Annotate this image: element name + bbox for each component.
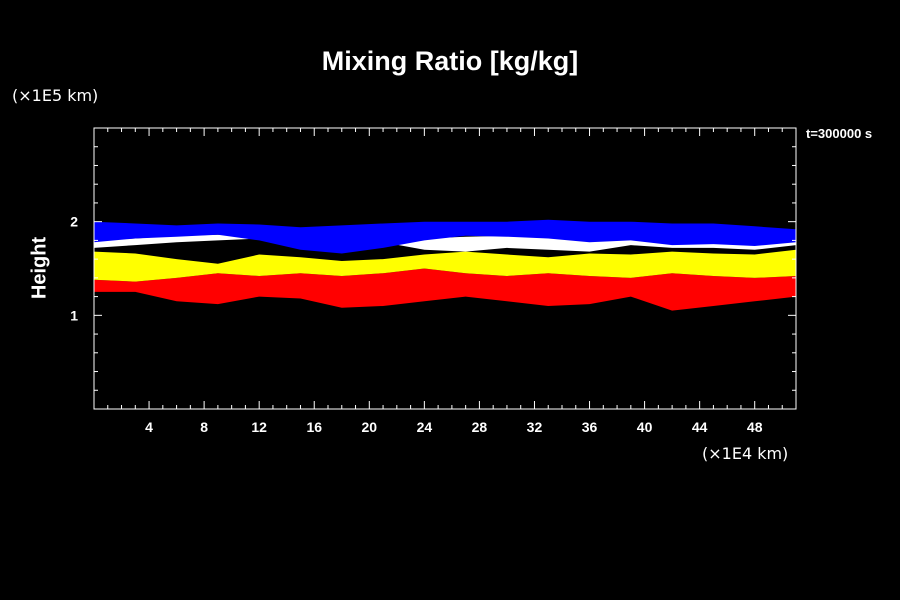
y-tick-label: 2 — [70, 214, 78, 230]
plot-frame — [93, 127, 797, 410]
x-tick-label: 12 — [251, 419, 267, 435]
x-tick-label: 32 — [527, 419, 543, 435]
chart-title: Mixing Ratio [kg/kg] — [321, 46, 579, 76]
x-tick-label: 4 — [145, 419, 153, 435]
x-tick-label: 20 — [362, 419, 378, 435]
mixing-ratio-field — [94, 219, 796, 311]
x-axis-unit: (×1E4 km) — [702, 444, 789, 463]
band-red — [94, 268, 796, 311]
y-axis-unit: (×1E5 km) — [12, 86, 99, 105]
x-tick-label: 36 — [582, 419, 598, 435]
band-yellow — [94, 249, 796, 282]
time-label: t=300000 s — [806, 126, 873, 141]
band-blue — [94, 219, 796, 254]
x-tick-label: 8 — [200, 419, 208, 435]
x-tick-label: 28 — [472, 419, 488, 435]
x-tick-label: 40 — [637, 419, 653, 435]
x-tick-label: 44 — [692, 419, 708, 435]
x-tick-label: 24 — [417, 419, 433, 435]
axis-ticks — [94, 128, 796, 409]
x-tick-label: 16 — [306, 419, 322, 435]
y-tick-label: 1 — [70, 307, 78, 323]
x-tick-label: 48 — [747, 419, 763, 435]
